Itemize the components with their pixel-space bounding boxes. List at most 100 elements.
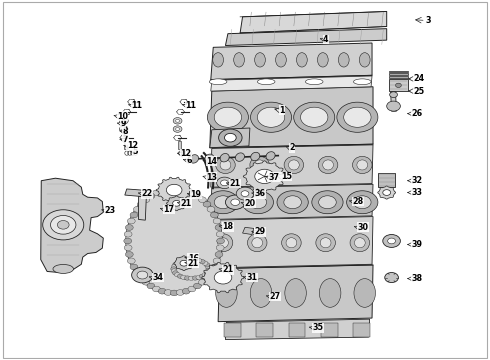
Circle shape	[130, 212, 138, 218]
Circle shape	[207, 270, 215, 275]
Circle shape	[172, 271, 178, 275]
Ellipse shape	[53, 265, 74, 273]
Circle shape	[203, 275, 211, 280]
Circle shape	[181, 275, 187, 279]
Polygon shape	[139, 196, 147, 220]
Polygon shape	[167, 196, 187, 211]
Circle shape	[204, 263, 210, 267]
Circle shape	[196, 275, 202, 279]
Text: 38: 38	[411, 274, 422, 283]
Circle shape	[188, 286, 196, 292]
Ellipse shape	[320, 238, 331, 248]
Ellipse shape	[250, 156, 270, 174]
Text: 21: 21	[180, 199, 192, 208]
Circle shape	[207, 102, 248, 132]
Circle shape	[385, 273, 398, 283]
Text: 34: 34	[152, 273, 163, 282]
Ellipse shape	[216, 279, 237, 307]
Circle shape	[188, 276, 194, 280]
Polygon shape	[211, 217, 373, 268]
Ellipse shape	[213, 53, 223, 67]
Circle shape	[199, 260, 205, 264]
Ellipse shape	[126, 188, 222, 294]
Text: 22: 22	[142, 189, 153, 198]
Circle shape	[172, 263, 178, 267]
Circle shape	[125, 252, 133, 257]
Circle shape	[57, 221, 69, 229]
Bar	[389, 73, 408, 75]
Circle shape	[207, 206, 215, 212]
Circle shape	[387, 101, 400, 111]
Circle shape	[250, 102, 292, 132]
Circle shape	[142, 279, 150, 285]
Ellipse shape	[318, 53, 328, 67]
Ellipse shape	[172, 258, 211, 280]
Ellipse shape	[286, 238, 297, 248]
Circle shape	[284, 196, 301, 209]
Text: 4: 4	[323, 35, 329, 44]
Circle shape	[184, 258, 190, 262]
Ellipse shape	[209, 79, 227, 85]
Circle shape	[206, 267, 212, 271]
Ellipse shape	[266, 152, 275, 160]
Circle shape	[294, 102, 335, 132]
Ellipse shape	[190, 155, 198, 163]
Text: 21: 21	[222, 265, 233, 274]
Ellipse shape	[213, 234, 233, 252]
Circle shape	[147, 193, 155, 199]
Circle shape	[137, 275, 145, 280]
Circle shape	[171, 267, 176, 271]
Circle shape	[277, 191, 308, 214]
Circle shape	[188, 190, 196, 196]
Circle shape	[174, 261, 180, 265]
Circle shape	[300, 107, 328, 127]
Circle shape	[205, 269, 211, 273]
Text: 10: 10	[117, 112, 128, 121]
Circle shape	[204, 271, 210, 275]
Ellipse shape	[296, 53, 307, 67]
Polygon shape	[211, 184, 373, 220]
Circle shape	[210, 212, 218, 218]
Text: 32: 32	[411, 176, 422, 185]
Text: 20: 20	[244, 199, 255, 208]
Circle shape	[337, 102, 378, 132]
Circle shape	[175, 128, 179, 131]
Polygon shape	[202, 262, 245, 293]
Circle shape	[346, 191, 378, 214]
Text: 39: 39	[411, 240, 422, 249]
Ellipse shape	[254, 160, 265, 170]
Circle shape	[184, 276, 190, 280]
Circle shape	[152, 190, 160, 196]
Polygon shape	[391, 92, 396, 111]
Ellipse shape	[354, 238, 365, 248]
Circle shape	[176, 186, 184, 192]
Polygon shape	[41, 178, 103, 273]
Bar	[256, 323, 273, 337]
Bar	[289, 323, 305, 337]
Circle shape	[166, 184, 182, 196]
Circle shape	[170, 290, 178, 296]
Ellipse shape	[252, 238, 263, 248]
Text: 8: 8	[123, 127, 128, 136]
Polygon shape	[210, 87, 373, 148]
Ellipse shape	[354, 279, 375, 307]
Circle shape	[213, 218, 221, 224]
Ellipse shape	[285, 279, 306, 307]
Text: 30: 30	[357, 223, 368, 232]
Circle shape	[216, 245, 224, 251]
Circle shape	[182, 288, 190, 294]
Circle shape	[219, 129, 242, 146]
Polygon shape	[225, 29, 387, 45]
Circle shape	[173, 118, 182, 124]
Circle shape	[217, 177, 232, 189]
Circle shape	[199, 274, 205, 278]
Bar	[124, 140, 127, 149]
Ellipse shape	[250, 279, 272, 307]
Circle shape	[203, 201, 211, 207]
Circle shape	[122, 128, 126, 131]
Circle shape	[210, 264, 218, 270]
Circle shape	[343, 107, 371, 127]
Polygon shape	[389, 79, 408, 91]
Ellipse shape	[352, 156, 372, 174]
Text: 14: 14	[206, 157, 217, 166]
